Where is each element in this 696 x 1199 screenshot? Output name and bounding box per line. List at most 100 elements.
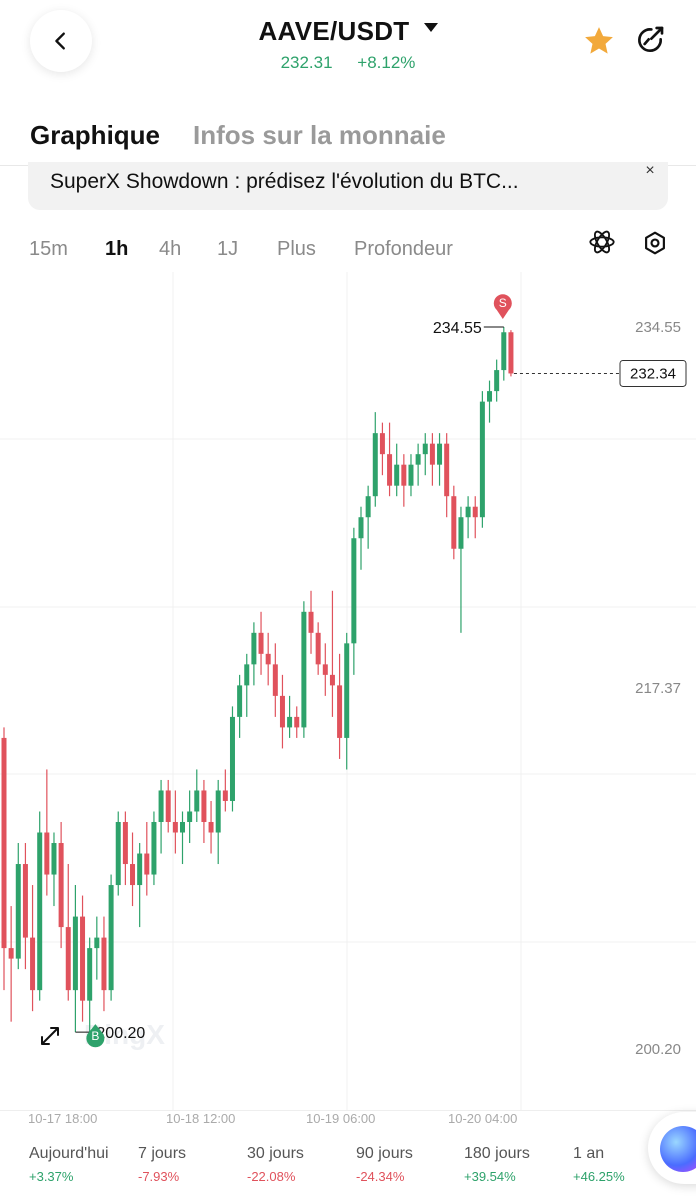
candle-body xyxy=(444,443,450,497)
candle-body xyxy=(201,790,207,822)
candle-body xyxy=(65,927,71,991)
candle-body xyxy=(215,790,221,833)
candle-body xyxy=(122,821,128,865)
candle-body xyxy=(372,433,378,497)
period-value: +39.54% xyxy=(464,1169,516,1184)
candle-body xyxy=(222,790,228,801)
period-performance: 10-17 18:00 10-18 12:00 10-19 06:00 10-2… xyxy=(0,1110,696,1199)
candle-body xyxy=(279,695,285,728)
candle-body xyxy=(472,506,478,518)
candle-body xyxy=(44,832,50,875)
period-180d[interactable]: 180 jours +39.54% xyxy=(464,1145,530,1184)
chart-canvas[interactable]: BingX 234.55 217.37 200.20 232.34 234.55… xyxy=(0,272,696,1110)
settings-icon[interactable] xyxy=(642,230,668,256)
candle-body xyxy=(344,643,350,738)
interval-4h[interactable]: 4h xyxy=(159,238,182,260)
candle-body xyxy=(394,464,400,486)
candle-body xyxy=(180,821,185,833)
buy-marker-label: B xyxy=(91,1029,99,1043)
candle-body xyxy=(8,948,14,959)
candle-body xyxy=(194,790,200,812)
promo-banner[interactable]: SuperX Showdown : prédisez l'évolution d… xyxy=(28,162,668,210)
y-tick-label: 234.55 xyxy=(635,319,681,336)
candle-body xyxy=(58,843,64,928)
interval-depth[interactable]: Profondeur xyxy=(354,238,453,260)
candle-body xyxy=(422,443,428,455)
period-label: 90 jours xyxy=(356,1145,413,1162)
period-1y[interactable]: 1 an +46.25% xyxy=(573,1145,625,1184)
close-icon[interactable]: × xyxy=(645,162,655,179)
candle-body xyxy=(365,496,371,518)
candle-body xyxy=(415,454,421,465)
candle-body xyxy=(315,632,321,665)
candle-body xyxy=(337,685,343,738)
y-tick-label: 200.20 xyxy=(635,1041,681,1058)
indicator-icon[interactable] xyxy=(588,228,616,256)
candle-body xyxy=(458,517,464,549)
banner-text: SuperX Showdown : prédisez l'évolution d… xyxy=(50,170,519,193)
share-icon[interactable] xyxy=(634,24,666,56)
candle-body xyxy=(22,864,28,938)
candlestick-chart[interactable]: BingX 234.55 217.37 200.20 232.34 234.55… xyxy=(0,272,696,1110)
candle-body xyxy=(401,464,407,486)
chevron-left-icon xyxy=(55,32,65,50)
period-90d[interactable]: 90 jours -24.34% xyxy=(356,1145,413,1184)
price-change: +8.12% xyxy=(357,53,416,72)
period-label: Aujourd'hui xyxy=(29,1145,109,1162)
assistant-button[interactable] xyxy=(648,1112,696,1184)
candle-body xyxy=(165,790,171,822)
period-value: -24.34% xyxy=(356,1169,405,1184)
interval-1h[interactable]: 1h xyxy=(105,238,129,260)
candle-body xyxy=(80,916,86,1001)
candle-body xyxy=(465,506,471,518)
tab-chart[interactable]: Graphique xyxy=(30,120,161,168)
x-tick-label: 10-18 12:00 xyxy=(166,1111,236,1125)
interval-15m[interactable]: 15m xyxy=(29,238,68,260)
candle-body xyxy=(479,401,485,518)
sell-marker-label: S xyxy=(499,296,507,310)
x-tick-label: 10-17 18:00 xyxy=(28,1111,98,1125)
candle-body xyxy=(144,853,150,875)
candle-body xyxy=(158,790,164,822)
candle-body xyxy=(294,716,300,728)
period-today[interactable]: Aujourd'hui +3.37% xyxy=(29,1145,109,1184)
candle-body xyxy=(115,821,121,886)
back-button[interactable] xyxy=(30,10,92,72)
pair-selector[interactable]: AAVE/USDT xyxy=(258,16,438,47)
tab-coin-info[interactable]: Infos sur la monnaie xyxy=(193,120,446,150)
period-7d[interactable]: 7 jours -7.93% xyxy=(138,1145,186,1184)
interval-more[interactable]: Plus xyxy=(277,238,316,260)
low-marker-label: 200.20 xyxy=(96,1025,145,1042)
main-tabs: Graphique Infos sur la monnaie xyxy=(0,110,696,168)
candle-body xyxy=(172,821,178,833)
interval-1d[interactable]: 1J xyxy=(217,238,239,260)
candle-body xyxy=(244,664,250,686)
candle-body xyxy=(494,370,500,392)
candle-body xyxy=(15,864,21,959)
candle-body xyxy=(72,916,78,991)
star-icon[interactable] xyxy=(582,24,616,58)
period-label: 7 jours xyxy=(138,1145,187,1162)
candle-body xyxy=(51,843,57,875)
assistant-orb-icon xyxy=(660,1126,696,1172)
last-price: 232.31 xyxy=(280,53,333,72)
y-axis: 234.55 217.37 200.20 xyxy=(635,319,681,1058)
period-30d[interactable]: 30 jours -22.08% xyxy=(247,1145,304,1184)
pair-header: AAVE/USDT 232.31 +8.12% xyxy=(0,16,696,73)
candle-body xyxy=(265,653,271,665)
x-tick-label: 10-20 04:00 xyxy=(448,1111,518,1125)
candle-body xyxy=(408,464,414,486)
period-label: 180 jours xyxy=(464,1145,530,1162)
candle-body xyxy=(87,948,93,1001)
candle-body xyxy=(501,332,507,371)
expand-arrows-icon[interactable] xyxy=(41,1027,59,1045)
candle-body xyxy=(30,937,36,991)
period-value: +3.37% xyxy=(29,1169,74,1184)
candle-body xyxy=(329,674,335,686)
candle-body xyxy=(351,538,357,644)
candle-body xyxy=(101,937,107,991)
buy-marker-icon: B xyxy=(86,1024,105,1048)
last-price-label: 232.34 xyxy=(630,365,676,382)
candle-body xyxy=(187,811,193,822)
caret-down-icon xyxy=(423,23,438,32)
